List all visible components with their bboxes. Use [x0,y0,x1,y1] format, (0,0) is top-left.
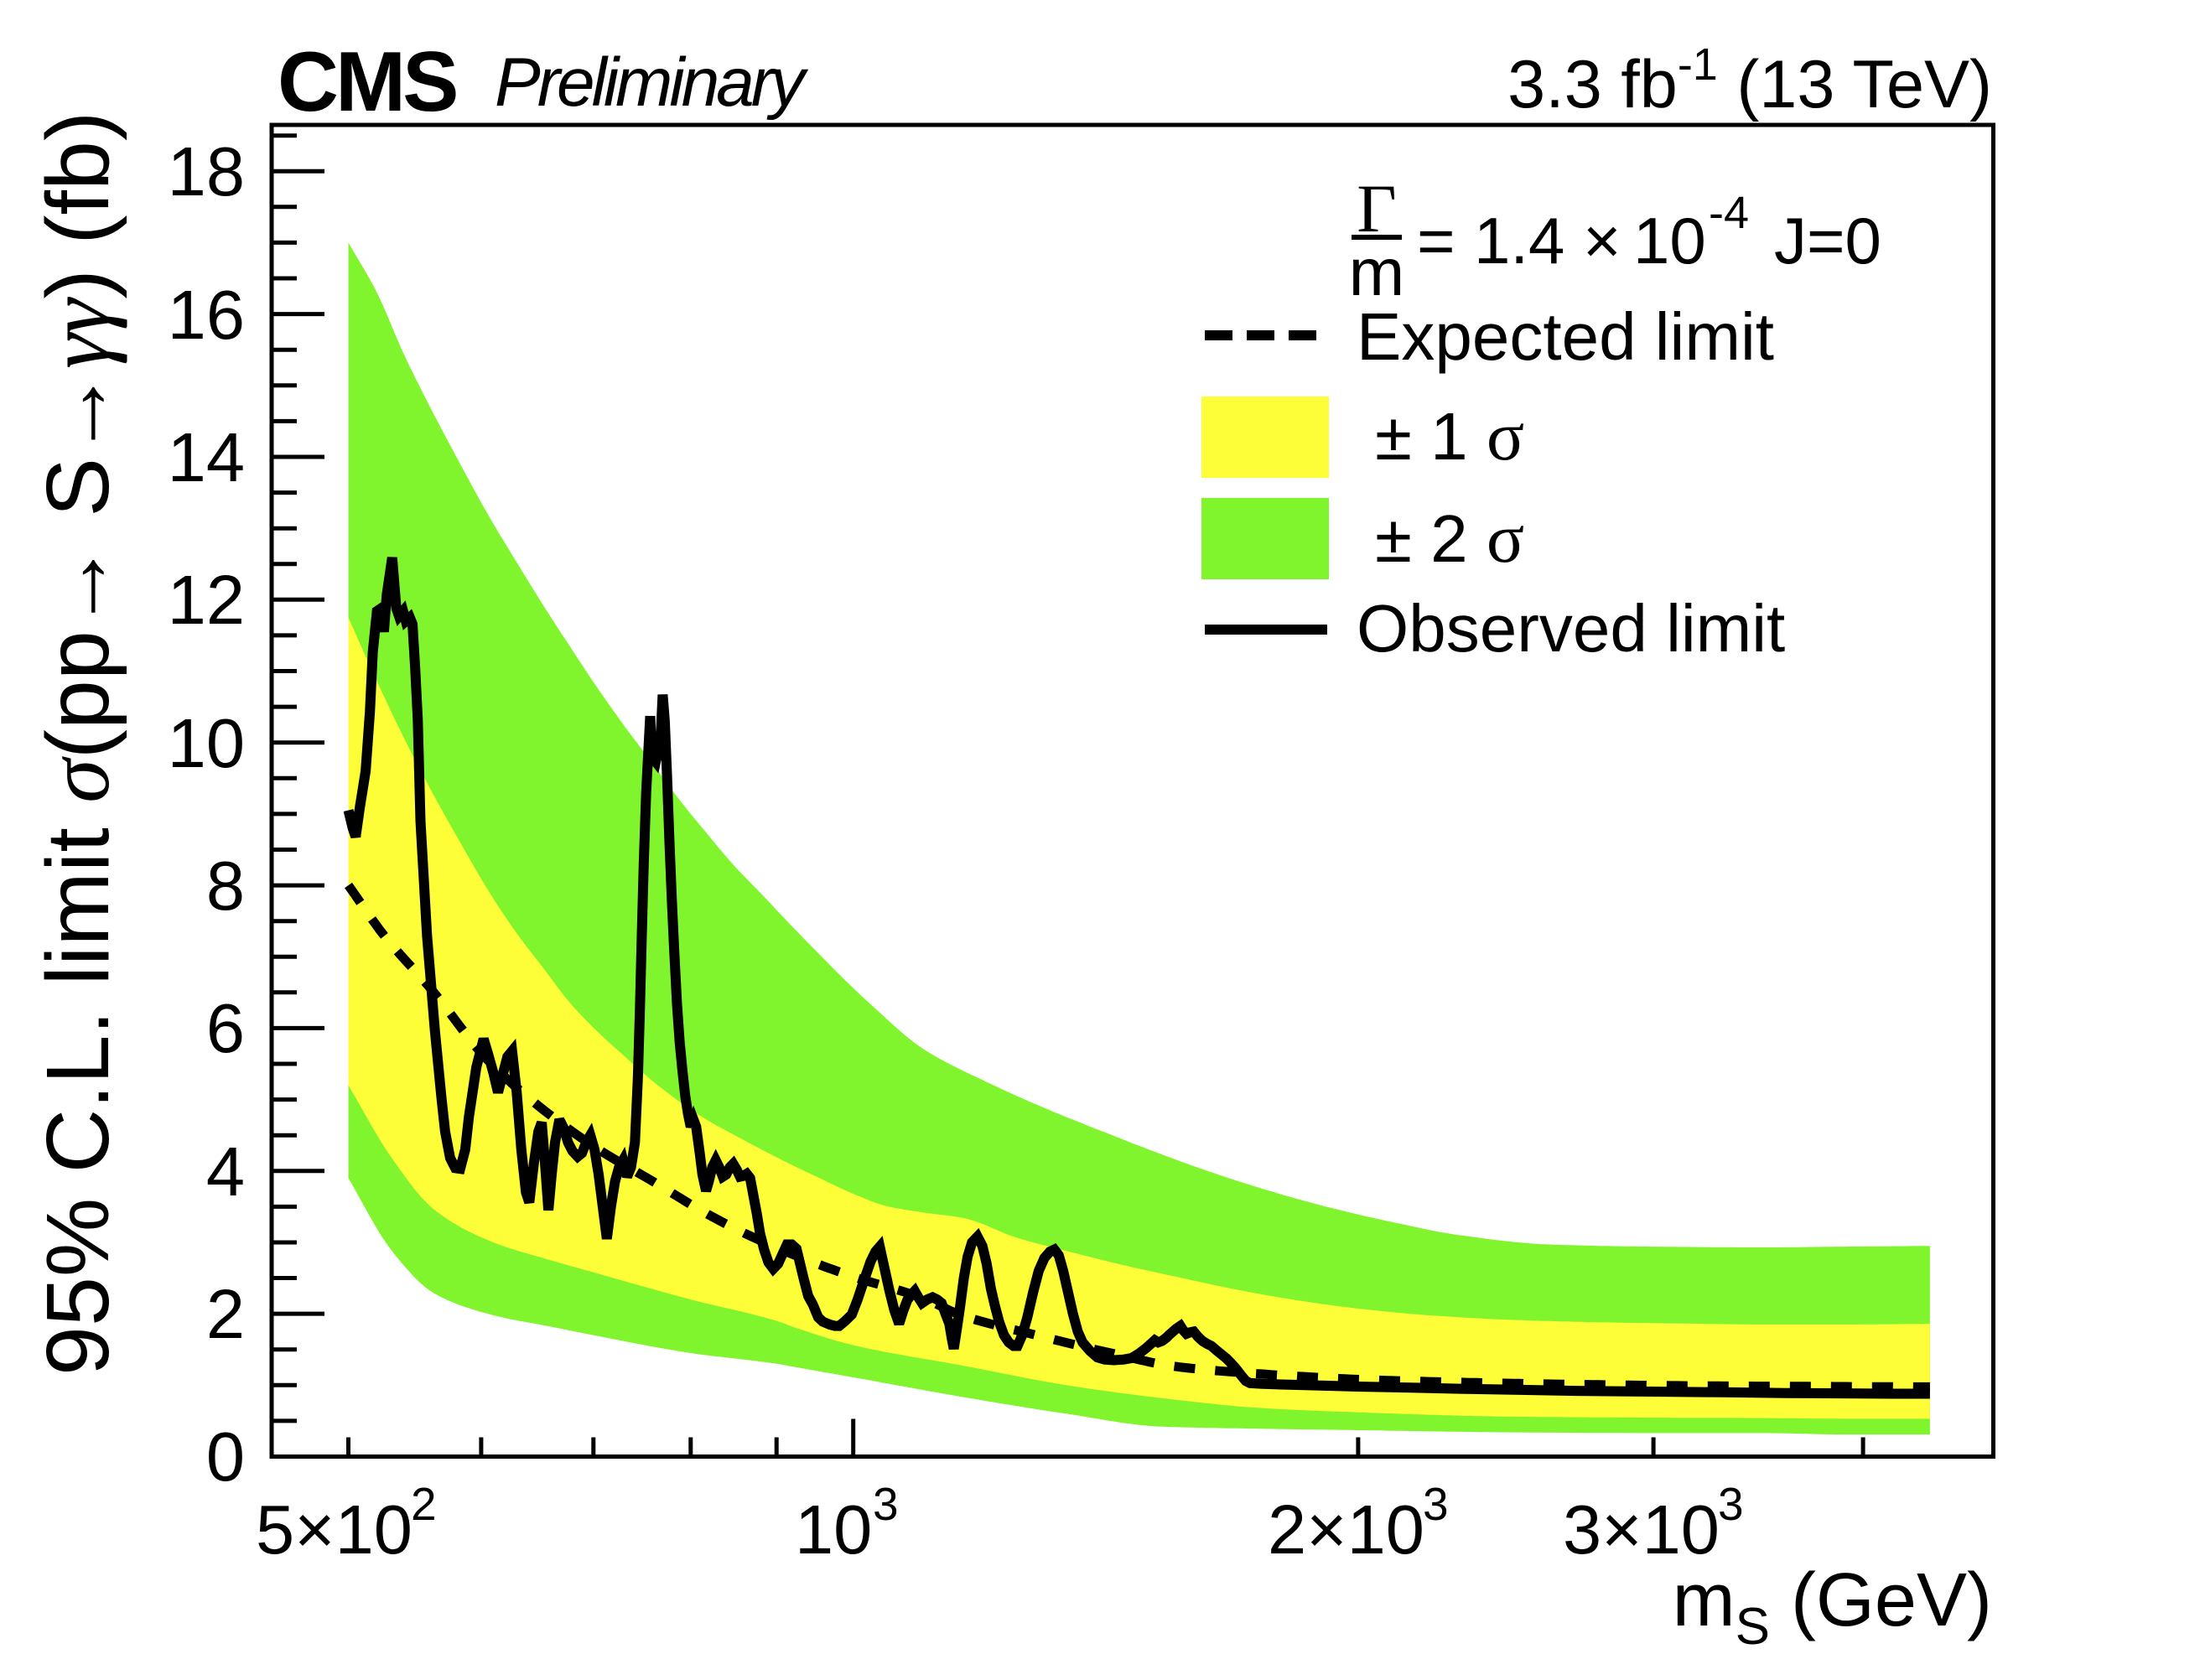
svg-text:Preliminary: Preliminary [495,44,809,121]
svg-text:95% C.L. limit σ(pp→ S→γγ) (fb: 95% C.L. limit σ(pp→ S→γγ) (fb) [29,111,127,1376]
svg-text:3: 3 [1423,1478,1449,1530]
svg-text:m: m [1349,235,1405,309]
svg-text:×: × [1583,204,1621,277]
svg-text:1.4: 1.4 [1474,204,1564,277]
svg-text:8: 8 [206,847,245,925]
svg-text:3: 3 [873,1478,899,1530]
svg-text:3×10: 3×10 [1563,1491,1720,1569]
svg-text:10: 10 [795,1491,872,1569]
svg-text:18: 18 [168,132,245,210]
svg-text:J=0: J=0 [1774,204,1881,277]
svg-text:=: = [1417,204,1455,277]
svg-text:12: 12 [168,561,245,639]
svg-text:± 1 σ: ± 1 σ [1375,397,1524,475]
svg-text:16: 16 [168,276,245,354]
svg-text:4: 4 [206,1133,245,1211]
svg-text:5×10: 5×10 [256,1491,412,1569]
svg-text:-4: -4 [1709,188,1749,238]
svg-text:10: 10 [168,704,245,782]
svg-text:2: 2 [411,1478,437,1530]
svg-text:3: 3 [1718,1478,1744,1530]
svg-text:14: 14 [168,418,245,496]
svg-text:0: 0 [206,1418,245,1496]
svg-text:Expected limit: Expected limit [1357,299,1774,374]
svg-text:3.3 fb-1 (13 TeV): 3.3 fb-1 (13 TeV) [1507,39,1992,122]
svg-text:CMS: CMS [278,35,456,129]
svg-text:Γ: Γ [1357,170,1396,246]
svg-text:2: 2 [206,1275,245,1353]
svg-text:10: 10 [1633,204,1706,277]
svg-text:± 2 σ: ± 2 σ [1375,500,1524,578]
svg-text:2×10: 2×10 [1268,1491,1424,1569]
svg-text:Observed limit: Observed limit [1357,591,1785,666]
svg-text:6: 6 [206,989,245,1067]
svg-text:mS (GeV): mS (GeV) [1673,1558,1992,1656]
